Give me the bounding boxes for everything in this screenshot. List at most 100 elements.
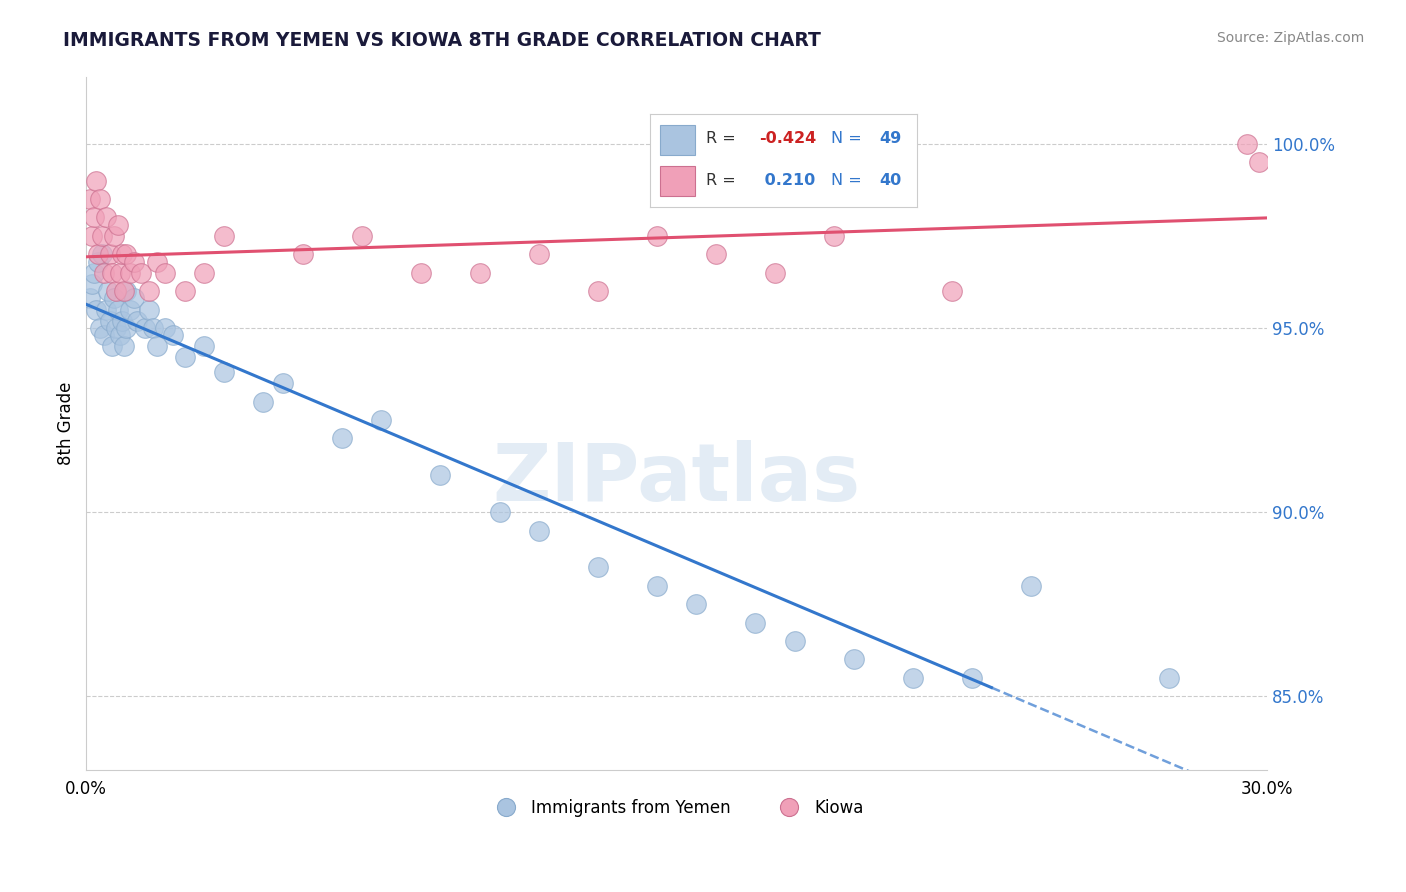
Point bbox=[94, 211, 117, 225]
Point bbox=[83, 211, 105, 225]
Text: 40: 40 bbox=[879, 173, 901, 188]
Point bbox=[104, 321, 127, 335]
Point bbox=[94, 302, 117, 317]
Point bbox=[101, 266, 124, 280]
Point bbox=[370, 413, 392, 427]
Bar bbox=[661, 166, 695, 195]
Point bbox=[82, 228, 104, 243]
Point bbox=[93, 328, 115, 343]
Point bbox=[107, 302, 129, 317]
Point bbox=[97, 284, 120, 298]
Point bbox=[527, 247, 550, 261]
Point bbox=[134, 321, 156, 335]
Point bbox=[146, 254, 169, 268]
Point bbox=[89, 192, 111, 206]
Point bbox=[89, 321, 111, 335]
Point bbox=[842, 652, 865, 666]
Text: 49: 49 bbox=[879, 131, 901, 146]
Point bbox=[98, 313, 121, 327]
Text: R =: R = bbox=[706, 173, 741, 188]
Point bbox=[79, 292, 101, 306]
Point bbox=[98, 247, 121, 261]
Point bbox=[111, 313, 134, 327]
Point bbox=[142, 321, 165, 335]
Point bbox=[103, 292, 125, 306]
Point bbox=[429, 468, 451, 483]
Point bbox=[122, 254, 145, 268]
Point bbox=[645, 228, 668, 243]
Point bbox=[82, 277, 104, 291]
Point bbox=[586, 284, 609, 298]
Point bbox=[744, 615, 766, 630]
Point bbox=[763, 266, 786, 280]
Point bbox=[84, 302, 107, 317]
Point bbox=[153, 266, 176, 280]
Point bbox=[138, 284, 160, 298]
Point bbox=[527, 524, 550, 538]
Point bbox=[104, 284, 127, 298]
Point bbox=[685, 597, 707, 611]
Bar bbox=[661, 125, 695, 154]
Point bbox=[146, 339, 169, 353]
Point bbox=[823, 228, 845, 243]
Text: Source: ZipAtlas.com: Source: ZipAtlas.com bbox=[1216, 31, 1364, 45]
Point bbox=[114, 247, 136, 261]
Point bbox=[960, 671, 983, 685]
Point bbox=[901, 671, 924, 685]
Point bbox=[1157, 671, 1180, 685]
Point bbox=[1236, 136, 1258, 151]
Point bbox=[93, 266, 115, 280]
Point bbox=[83, 266, 105, 280]
Point bbox=[783, 634, 806, 648]
Point bbox=[193, 266, 215, 280]
Point bbox=[271, 376, 294, 391]
Point bbox=[212, 228, 235, 243]
Point bbox=[153, 321, 176, 335]
Text: N =: N = bbox=[831, 131, 868, 146]
Point bbox=[91, 247, 114, 261]
Point bbox=[1247, 155, 1270, 169]
Point bbox=[252, 394, 274, 409]
Point bbox=[291, 247, 314, 261]
Point bbox=[108, 328, 131, 343]
Point bbox=[173, 284, 195, 298]
Point bbox=[112, 284, 135, 298]
Point bbox=[87, 247, 110, 261]
Point bbox=[162, 328, 184, 343]
Point bbox=[645, 579, 668, 593]
Point bbox=[586, 560, 609, 574]
Point bbox=[330, 432, 353, 446]
Point bbox=[111, 247, 134, 261]
Point bbox=[468, 266, 491, 280]
Point bbox=[193, 339, 215, 353]
Point bbox=[114, 284, 136, 298]
Y-axis label: 8th Grade: 8th Grade bbox=[58, 382, 75, 466]
Point bbox=[118, 266, 141, 280]
Point bbox=[101, 339, 124, 353]
Point bbox=[84, 173, 107, 187]
Text: -0.424: -0.424 bbox=[759, 131, 817, 146]
Point bbox=[704, 247, 727, 261]
Text: IMMIGRANTS FROM YEMEN VS KIOWA 8TH GRADE CORRELATION CHART: IMMIGRANTS FROM YEMEN VS KIOWA 8TH GRADE… bbox=[63, 31, 821, 50]
Point bbox=[173, 351, 195, 365]
Point bbox=[488, 505, 510, 519]
Point bbox=[131, 266, 153, 280]
Point bbox=[108, 266, 131, 280]
Point bbox=[118, 302, 141, 317]
Point bbox=[122, 292, 145, 306]
Point bbox=[87, 254, 110, 268]
Text: N =: N = bbox=[831, 173, 868, 188]
Point bbox=[127, 313, 149, 327]
Legend: Immigrants from Yemen, Kiowa: Immigrants from Yemen, Kiowa bbox=[482, 793, 870, 824]
Point bbox=[138, 302, 160, 317]
Point bbox=[212, 365, 235, 379]
Point bbox=[103, 228, 125, 243]
Point bbox=[114, 321, 136, 335]
Point bbox=[941, 284, 963, 298]
Point bbox=[91, 228, 114, 243]
Point bbox=[1019, 579, 1042, 593]
Point bbox=[350, 228, 373, 243]
Point bbox=[409, 266, 432, 280]
Point bbox=[107, 218, 129, 232]
Point bbox=[79, 192, 101, 206]
